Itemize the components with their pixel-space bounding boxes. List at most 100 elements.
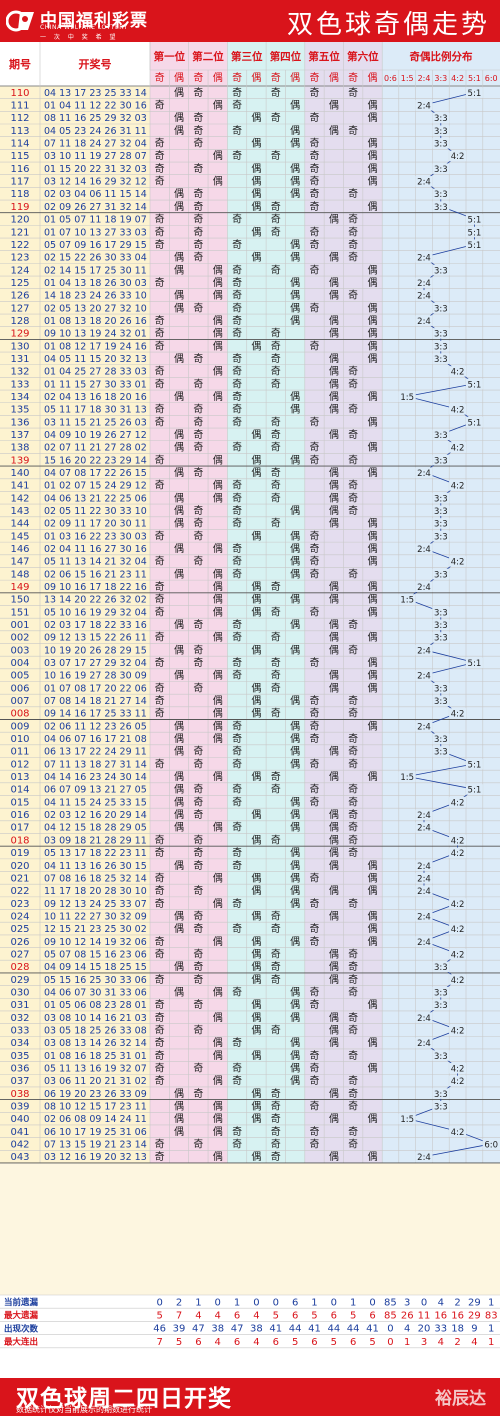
odd-mark: 奇 — [155, 757, 165, 770]
odd-mark: 奇 — [193, 808, 203, 821]
even-subheader: 偶 — [251, 71, 261, 84]
ratio-header: 奇偶比例分布 — [410, 50, 473, 63]
even-mark: 偶 — [174, 1087, 184, 1100]
even-mark: 偶 — [251, 1049, 261, 1062]
even-mark: 偶 — [251, 808, 261, 821]
ratio-mark-bg — [432, 1050, 450, 1061]
odd-mark: 奇 — [271, 225, 281, 238]
odd-subheader: 奇 — [309, 71, 319, 84]
stats-value: 38 — [211, 1324, 224, 1335]
blue-ball: 12 — [135, 430, 147, 441]
odd-mark: 奇 — [155, 1150, 165, 1163]
ratio-mark-bg — [432, 429, 450, 440]
odd-mark: 奇 — [309, 567, 319, 580]
even-mark: 偶 — [213, 669, 223, 682]
even-mark: 偶 — [174, 669, 184, 682]
odd-mark: 奇 — [193, 745, 203, 758]
even-mark: 偶 — [174, 922, 184, 935]
blue-ball: 09 — [135, 671, 147, 682]
even-mark: 偶 — [251, 200, 261, 213]
red-balls: 02 15 22 26 30 33 — [44, 253, 135, 264]
odd-mark: 奇 — [232, 846, 242, 859]
ratio-mark-bg — [415, 670, 433, 681]
even-mark: 偶 — [251, 833, 261, 846]
red-balls: 04 09 14 15 18 25 — [44, 962, 135, 973]
stats-value: 6 — [234, 1310, 240, 1321]
even-mark: 偶 — [329, 643, 339, 656]
ratio-mark-bg — [415, 467, 433, 478]
ratio-mark-bg — [415, 720, 433, 732]
even-mark: 偶 — [213, 719, 223, 732]
even-mark: 偶 — [329, 859, 339, 872]
ratio-mark-bg — [432, 492, 450, 504]
period-cell: 031 — [10, 1000, 29, 1011]
odd-mark: 奇 — [271, 428, 281, 441]
stats-value: 44 — [289, 1324, 302, 1335]
period-cell: 006 — [10, 683, 29, 694]
odd-mark: 奇 — [271, 149, 281, 162]
even-mark: 偶 — [251, 1112, 261, 1125]
odd-mark: 奇 — [232, 517, 242, 530]
ratio-mark: 2:4 — [417, 862, 431, 872]
blue-ball: 10 — [135, 303, 147, 314]
period-cell: 043 — [10, 1152, 29, 1163]
ratio-mark: 2:4 — [417, 1153, 431, 1163]
odd-mark: 奇 — [193, 377, 203, 390]
ratio-mark: 3:3 — [434, 684, 448, 694]
red-balls: 05 07 09 16 17 29 — [44, 240, 135, 251]
odd-mark: 奇 — [155, 162, 165, 175]
period-cell: 127 — [10, 303, 29, 314]
odd-mark: 奇 — [155, 1061, 165, 1074]
even-mark: 偶 — [329, 251, 339, 264]
ratio-mark-bg — [398, 771, 416, 783]
ratio-mark: 3:3 — [434, 431, 448, 441]
even-mark: 偶 — [368, 111, 378, 124]
even-mark: 偶 — [290, 301, 300, 314]
draw-cell: 07 11 13 18 27 31 14 — [44, 759, 147, 770]
even-mark: 偶 — [213, 567, 223, 580]
odd-mark: 奇 — [309, 757, 319, 770]
odd-mark: 奇 — [309, 935, 319, 948]
even-mark: 偶 — [329, 213, 339, 226]
draw-cell: 02 03 04 06 11 15 14 — [44, 189, 147, 200]
blue-ball: 10 — [135, 291, 147, 302]
draw-cell: 05 15 16 25 30 33 06 — [44, 975, 147, 986]
even-mark: 偶 — [368, 175, 378, 188]
ratio-mark: 5:1 — [468, 228, 482, 238]
period-cell: 028 — [10, 962, 29, 973]
draw-cell: 03 12 16 19 20 32 13 — [44, 1152, 147, 1163]
odd-mark: 奇 — [348, 947, 358, 960]
ratio-mark: 3:3 — [434, 621, 448, 631]
odd-mark: 奇 — [348, 808, 358, 821]
odd-mark: 奇 — [271, 707, 281, 720]
odd-mark: 奇 — [309, 656, 319, 669]
ratio-mark-bg — [432, 530, 450, 542]
odd-mark: 奇 — [348, 289, 358, 302]
header-banner: 中国福利彩票 CHINA WELFARE LOTTERY 一 次 中 奖 希 望… — [0, 0, 500, 42]
even-mark: 偶 — [329, 377, 339, 390]
odd-mark: 奇 — [309, 453, 319, 466]
ratio-mark-bg — [449, 1075, 467, 1087]
period-cell: 012 — [10, 759, 29, 770]
stats-value: 0 — [421, 1297, 427, 1308]
red-balls: 02 14 15 17 25 30 — [44, 265, 135, 276]
position-header: 第四位 — [270, 50, 302, 63]
odd-mark: 奇 — [193, 998, 203, 1011]
even-mark: 偶 — [290, 694, 300, 707]
odd-mark: 奇 — [271, 111, 281, 124]
odd-mark: 奇 — [271, 656, 281, 669]
odd-mark: 奇 — [348, 783, 358, 796]
even-mark: 偶 — [251, 643, 261, 656]
odd-mark: 奇 — [155, 884, 165, 897]
even-mark: 偶 — [251, 428, 261, 441]
odd-mark: 奇 — [348, 846, 358, 859]
draw-cell: 01 04 25 27 28 33 03 — [44, 367, 147, 378]
stats-value: 85 — [384, 1310, 397, 1321]
ratio-mark: 3:3 — [434, 140, 448, 150]
stats-value: 0 — [387, 1324, 393, 1335]
odd-mark: 奇 — [309, 555, 319, 568]
ratio-mark-bg — [415, 885, 433, 897]
red-balls: 07 08 16 18 25 32 — [44, 873, 135, 884]
even-mark: 偶 — [213, 593, 223, 606]
odd-mark: 奇 — [193, 555, 203, 568]
